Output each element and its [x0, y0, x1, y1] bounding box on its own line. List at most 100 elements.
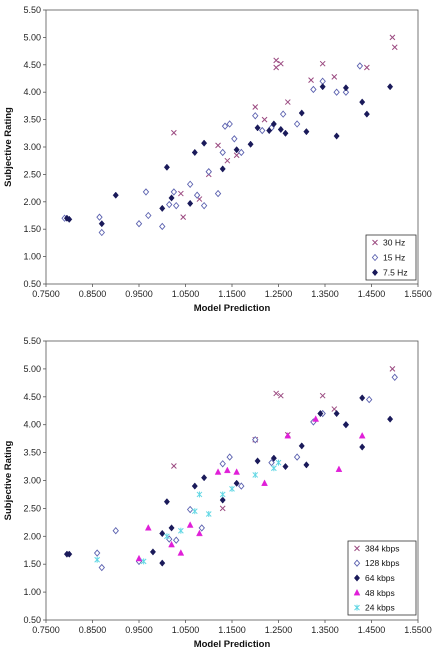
data-point	[317, 409, 324, 418]
series-30-hz	[171, 34, 398, 220]
x-tick-label: 0.7500	[32, 289, 60, 299]
data-point	[224, 157, 231, 164]
data-point	[159, 204, 166, 212]
data-point	[168, 194, 175, 202]
data-point	[293, 453, 301, 461]
legend-marker	[354, 545, 360, 552]
data-point	[387, 415, 394, 423]
data-point	[333, 88, 340, 96]
data-point	[98, 228, 105, 237]
data-point	[159, 222, 166, 231]
y-tick-label: 3.00	[23, 476, 41, 486]
y-tick-label: 5.50	[23, 5, 41, 15]
data-point	[356, 62, 364, 70]
data-point	[277, 125, 284, 134]
data-point	[259, 126, 266, 135]
data-point	[205, 167, 212, 176]
legend-label: 48 kbps	[365, 588, 395, 598]
legend-marker	[354, 604, 360, 611]
data-point	[226, 120, 233, 128]
data-point	[187, 199, 194, 208]
data-point	[277, 60, 284, 67]
scatter-chart-1: 0.50 1.00 1.50 2.00 2.50 3.00 3.50 4.00 4.50 5.00…	[3, 5, 432, 314]
data-point	[135, 220, 143, 228]
data-point	[205, 510, 212, 517]
data-point	[252, 112, 259, 120]
data-point	[310, 85, 317, 94]
data-point	[277, 392, 284, 399]
scatter-chart-2: 0.50 1.00 1.50 2.00 2.50 3.00 3.50 4.00 4.50 5.00…	[3, 336, 432, 650]
data-point	[252, 471, 259, 478]
data-point	[159, 559, 166, 567]
data-point	[219, 460, 226, 468]
data-point	[293, 120, 301, 128]
data-point	[168, 524, 175, 532]
data-point	[247, 140, 254, 148]
data-point	[359, 443, 366, 451]
data-point	[163, 163, 170, 171]
legend-marker	[371, 253, 379, 262]
data-point	[238, 148, 245, 157]
data-point	[149, 548, 156, 556]
x-tick-label: 0.8500	[79, 289, 107, 299]
data-point	[233, 146, 240, 154]
data-point	[191, 482, 198, 490]
x-tick-label: 1.2500	[265, 289, 293, 299]
y-tick-label: 4.50	[23, 60, 41, 70]
x-tick-label: 1.3500	[311, 289, 339, 299]
x-tick-label: 1.5500	[404, 289, 432, 299]
data-point	[389, 34, 396, 41]
data-point	[112, 191, 119, 199]
data-point	[173, 536, 180, 544]
x-tick-label: 0.7500	[32, 625, 60, 635]
legend-item: 48 kbps	[353, 588, 395, 598]
data-point	[171, 129, 177, 136]
data-point	[273, 390, 280, 397]
data-point	[319, 83, 326, 91]
legend-label: 64 kbps	[365, 573, 395, 583]
data-point	[219, 496, 226, 504]
data-point	[359, 394, 366, 402]
data-point	[200, 201, 208, 210]
data-point	[261, 479, 268, 486]
data-point	[140, 558, 147, 565]
data-point	[389, 366, 396, 372]
y-tick-label: 2.00	[23, 531, 41, 541]
data-point	[177, 549, 185, 556]
data-point	[270, 120, 277, 128]
data-point	[231, 135, 238, 143]
y-tick-label: 2.50	[23, 169, 41, 179]
data-point	[319, 392, 326, 399]
data-point	[282, 462, 289, 471]
legend-item: 128 kbps	[353, 558, 400, 568]
data-point	[387, 83, 394, 91]
y-tick-label: 3.50	[23, 115, 41, 125]
y-tick-label: 2.50	[23, 503, 41, 513]
data-point	[342, 84, 349, 92]
data-point	[144, 524, 152, 531]
legend-item: 24 kbps	[354, 603, 395, 613]
legend-label: 384 kbps	[365, 543, 400, 553]
legend-label: 128 kbps	[365, 558, 400, 568]
data-point	[342, 88, 350, 96]
legend-marker	[371, 268, 379, 277]
x-axis-title: Model Prediction	[194, 639, 271, 650]
y-tick-label: 2.00	[23, 197, 41, 207]
x-tick-label: 1.5500	[404, 625, 432, 635]
data-point	[214, 189, 222, 198]
data-point	[201, 474, 208, 482]
legend-item: 64 kbps	[353, 573, 395, 583]
data-point	[333, 409, 340, 418]
data-point	[298, 109, 305, 117]
y-axis-title: Subjective Rating	[3, 107, 14, 187]
data-point	[270, 454, 277, 462]
data-point	[201, 139, 208, 147]
y-tick-label: 4.00	[23, 420, 41, 430]
legend-item: 15 Hz	[371, 253, 405, 263]
legend-marker	[372, 239, 378, 246]
y-tick-label: 4.50	[23, 392, 41, 402]
legend: 384 kbps 128 kbps 64 kbps 48 kbps 24 kbps	[347, 540, 417, 616]
data-point	[98, 220, 105, 228]
data-point	[254, 124, 261, 132]
data-point	[180, 214, 187, 220]
